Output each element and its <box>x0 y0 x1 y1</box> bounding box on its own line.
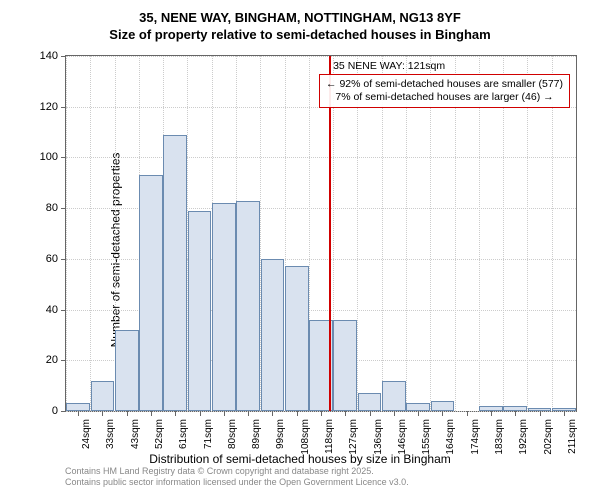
gridline-h <box>66 56 576 57</box>
x-tick-label: 202sqm <box>543 419 554 455</box>
chart-title-line1: 35, NENE WAY, BINGHAM, NOTTINGHAM, NG13 … <box>10 10 590 27</box>
y-tick-label: 140 <box>40 50 66 62</box>
x-tick-label: 43sqm <box>130 419 141 449</box>
footer-line1: Contains HM Land Registry data © Crown c… <box>65 466 409 477</box>
x-tick-label: 108sqm <box>300 419 311 455</box>
x-tick <box>224 411 225 416</box>
histogram-bar <box>163 135 187 411</box>
gridline-h <box>66 157 576 158</box>
gridline-v <box>527 56 528 411</box>
x-tick <box>78 411 79 416</box>
gridline-v <box>503 56 504 411</box>
x-axis-title: Distribution of semi-detached houses by … <box>10 452 590 466</box>
histogram-bar <box>139 175 163 411</box>
footer-line2: Contains public sector information licen… <box>65 477 409 488</box>
histogram-bar <box>358 393 382 411</box>
x-tick <box>467 411 468 416</box>
y-tick-label: 60 <box>46 253 66 265</box>
histogram-bar <box>66 403 90 411</box>
gridline-v <box>430 56 431 411</box>
x-tick-label: 33sqm <box>105 419 116 449</box>
x-tick <box>151 411 152 416</box>
x-tick <box>345 411 346 416</box>
x-tick-label: 146sqm <box>397 419 408 455</box>
x-tick <box>248 411 249 416</box>
gridline-v <box>406 56 407 411</box>
y-tick-label: 80 <box>46 202 66 214</box>
histogram-bar <box>188 211 212 411</box>
x-tick <box>297 411 298 416</box>
y-tick-label: 40 <box>46 304 66 316</box>
x-tick-label: 192sqm <box>518 419 529 455</box>
x-tick-label: 71sqm <box>203 419 214 449</box>
y-tick-label: 120 <box>40 101 66 113</box>
x-tick <box>540 411 541 416</box>
x-tick-label: 127sqm <box>348 419 359 455</box>
y-tick-label: 0 <box>52 405 66 417</box>
x-tick <box>321 411 322 416</box>
x-tick-label: 174sqm <box>470 419 481 455</box>
histogram-bar <box>333 320 357 411</box>
histogram-bar <box>115 330 139 411</box>
x-tick-label: 211sqm <box>567 419 578 454</box>
histogram-bar <box>382 381 406 411</box>
histogram-bar <box>431 401 455 411</box>
x-tick-label: 80sqm <box>227 419 238 449</box>
x-tick <box>442 411 443 416</box>
histogram-bar <box>285 266 309 411</box>
x-tick-label: 24sqm <box>81 419 92 449</box>
annotation-line1: ← 92% of semi-detached houses are smalle… <box>326 78 563 91</box>
x-tick <box>127 411 128 416</box>
annotation-box: ← 92% of semi-detached houses are smalle… <box>319 74 570 108</box>
x-tick-label: 89sqm <box>251 419 262 449</box>
histogram-bar <box>212 203 236 411</box>
histogram-bar <box>261 259 285 411</box>
y-tick-label: 100 <box>40 151 66 163</box>
marker-label: 35 NENE WAY: 121sqm <box>333 60 445 72</box>
x-tick <box>272 411 273 416</box>
x-tick <box>370 411 371 416</box>
marker-line <box>329 56 331 411</box>
x-tick-label: 136sqm <box>373 419 384 455</box>
chart-footer: Contains HM Land Registry data © Crown c… <box>65 466 409 488</box>
chart-container: 35, NENE WAY, BINGHAM, NOTTINGHAM, NG13 … <box>10 10 590 490</box>
x-tick <box>564 411 565 416</box>
x-tick-label: 52sqm <box>154 419 165 449</box>
annotation-line2: 7% of semi-detached houses are larger (4… <box>326 91 563 104</box>
x-tick <box>491 411 492 416</box>
histogram-bar <box>236 201 260 411</box>
gridline-v <box>455 56 456 411</box>
x-tick <box>200 411 201 416</box>
x-tick-label: 61sqm <box>178 419 189 449</box>
gridline-v <box>90 56 91 411</box>
histogram-bar <box>91 381 115 411</box>
gridline-v <box>479 56 480 411</box>
gridline-v <box>552 56 553 411</box>
gridline-v <box>66 56 67 411</box>
x-tick <box>515 411 516 416</box>
x-tick-label: 118sqm <box>324 419 335 454</box>
plot-area: 02040608010012014024sqm33sqm43sqm52sqm61… <box>65 55 577 412</box>
x-tick-label: 155sqm <box>421 419 432 455</box>
histogram-bar <box>406 403 430 411</box>
x-tick <box>175 411 176 416</box>
x-tick-label: 99sqm <box>275 419 286 449</box>
x-tick-label: 164sqm <box>445 419 456 455</box>
gridline-v <box>382 56 383 411</box>
x-tick <box>394 411 395 416</box>
x-tick <box>102 411 103 416</box>
y-tick-label: 20 <box>46 354 66 366</box>
x-tick-label: 183sqm <box>494 419 505 455</box>
chart-title-line2: Size of property relative to semi-detach… <box>10 27 590 42</box>
x-tick <box>418 411 419 416</box>
gridline-v <box>357 56 358 411</box>
